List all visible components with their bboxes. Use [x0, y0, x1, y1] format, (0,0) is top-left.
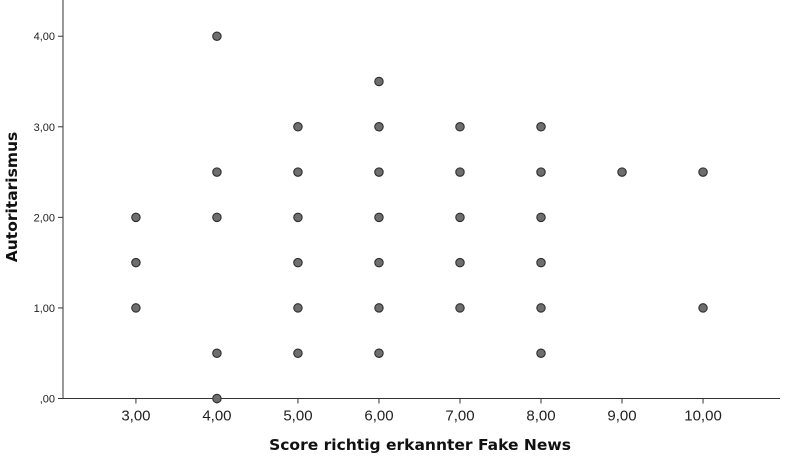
scatter-point [455, 167, 465, 177]
y-tick-label: ,00 [40, 394, 55, 406]
scatter-point [536, 212, 546, 223]
x-ticks: 3,00 4,00 5,00 6,00 7,00 8,00 9,00 10,00 [121, 398, 722, 425]
scatter-point [617, 167, 627, 177]
scatter-point [374, 303, 384, 313]
scatter-point [212, 348, 222, 358]
axes [62, 0, 780, 399]
y-tick-label: 1,00 [34, 303, 55, 315]
scatter-point [212, 212, 222, 223]
y-tick-label: 3,00 [34, 122, 55, 134]
y-ticks: ,00 1,00 2,00 3,00 4,00 [34, 31, 63, 406]
x-tick-label: 8,00 [526, 408, 555, 425]
x-axis-title: Score richtig erkannter Fake News [269, 436, 571, 454]
x-tick-label: 7,00 [445, 408, 474, 425]
scatter-point [536, 348, 546, 358]
x-tick-label: 10,00 [684, 408, 722, 425]
scatter-point [374, 167, 384, 177]
scatter-point [212, 393, 222, 404]
scatter-point [374, 122, 384, 132]
scatter-point [374, 257, 384, 268]
y-tick-label: 4,00 [34, 31, 55, 43]
x-tick-label: 9,00 [607, 408, 636, 425]
scatter-point [455, 303, 465, 313]
y-tick-label: 2,00 [34, 212, 55, 224]
scatter-point [536, 257, 546, 268]
scatter-point [455, 122, 465, 132]
scatter-point [698, 303, 708, 313]
x-tick-label: 5,00 [283, 408, 312, 425]
scatter-point [293, 212, 303, 223]
scatter-point [212, 167, 222, 177]
scatter-point [698, 167, 708, 177]
scatter-point [374, 76, 384, 87]
scatter-point [131, 257, 141, 268]
scatter-point [212, 31, 222, 41]
scatter-point [374, 348, 384, 358]
y-axis-title: Autoritarismus [3, 132, 21, 263]
scatter-point [536, 122, 546, 132]
scatter-point [455, 212, 465, 223]
x-tick-label: 4,00 [202, 408, 231, 425]
scatter-point [131, 303, 141, 313]
scatter-point [455, 257, 465, 268]
scatter-point [131, 212, 141, 223]
scatter-point [374, 212, 384, 223]
x-tick-label: 6,00 [364, 408, 393, 425]
scatter-point [293, 167, 303, 177]
scatter-point [536, 167, 546, 177]
x-tick-label: 3,00 [121, 408, 150, 425]
scatter-point [293, 122, 303, 132]
data-points [131, 31, 708, 404]
scatter-point [293, 257, 303, 268]
scatter-point [293, 348, 303, 358]
scatter-point [293, 303, 303, 313]
scatter-point [536, 303, 546, 313]
